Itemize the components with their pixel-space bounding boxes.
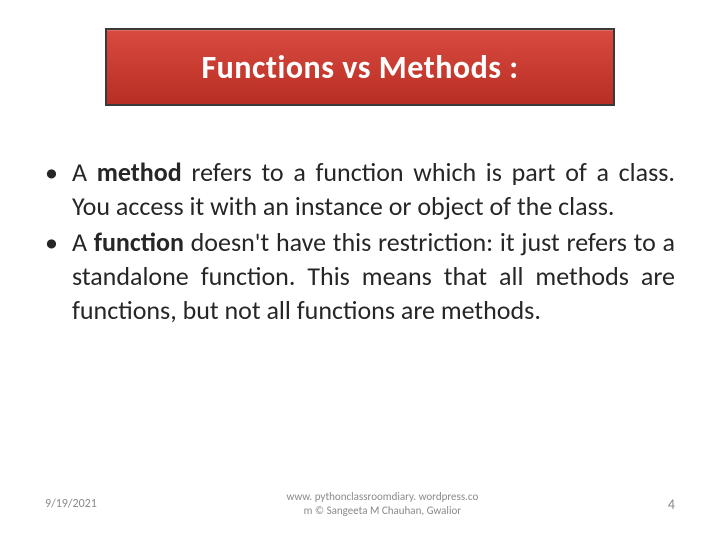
footer: 9/19/2021 www. pythonclassroomdiary. wor…	[0, 490, 720, 518]
text-prefix: A	[72, 156, 97, 188]
footer-date: 9/19/2021	[45, 497, 97, 511]
text-bold: method	[97, 156, 182, 188]
footer-url: www. pythonclassroomdiary. wordpress.co	[286, 490, 478, 503]
bullet-text: A method refers to a function which is p…	[72, 155, 675, 223]
footer-author: m © Sangeeta M Chauhan, Gwalior	[304, 504, 461, 517]
footer-page-number: 4	[668, 496, 675, 513]
text-bold: function	[94, 226, 184, 258]
bullet-text: A function doesn't have this restriction…	[72, 225, 675, 327]
bullet-marker: •	[45, 155, 58, 223]
bullet-item: • A method refers to a function which is…	[45, 155, 675, 223]
text-prefix: A	[72, 226, 94, 258]
bullet-marker: •	[45, 225, 58, 327]
content-area: • A method refers to a function which is…	[45, 155, 675, 329]
title-bar: Functions vs Methods :	[105, 28, 615, 106]
footer-attribution: www. pythonclassroomdiary. wordpress.co …	[137, 490, 628, 518]
bullet-item: • A function doesn't have this restricti…	[45, 225, 675, 327]
slide-title: Functions vs Methods :	[201, 48, 518, 87]
